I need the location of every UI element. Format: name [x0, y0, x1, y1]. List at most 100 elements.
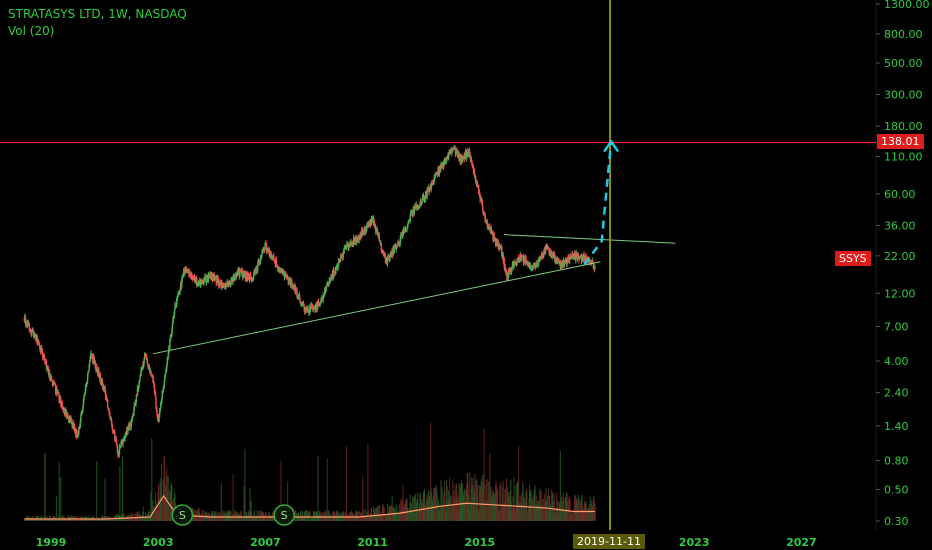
- volume-bar: [300, 511, 302, 521]
- volume-bar: [197, 507, 199, 521]
- y-tick-label: 4.00: [884, 355, 909, 368]
- volume-bar: [243, 515, 245, 521]
- volume-bar: [294, 515, 296, 521]
- volume-bar: [195, 515, 197, 521]
- volume-bar: [453, 497, 455, 521]
- volume-bar: [348, 517, 350, 521]
- volume-bar: [217, 517, 219, 521]
- volume-bar: [379, 505, 381, 521]
- volume-bar: [438, 502, 440, 521]
- volume-bar: [144, 516, 146, 521]
- volume-bar: [411, 510, 413, 521]
- volume-bar: [267, 517, 269, 521]
- volume-bar: [398, 513, 400, 521]
- volume-bar: [452, 479, 454, 521]
- volume-bar: [394, 508, 396, 521]
- volume-bar: [402, 484, 404, 521]
- volume-bar: [488, 481, 490, 521]
- volume-bar: [311, 517, 313, 521]
- volume-bar: [556, 492, 558, 521]
- candle-body: [488, 228, 490, 230]
- volume-bar: [565, 497, 567, 521]
- volume-bar: [333, 511, 335, 521]
- volume-bar: [509, 496, 511, 521]
- volume-bar: [150, 492, 152, 521]
- volume-bar: [587, 511, 589, 521]
- volume-bar: [147, 515, 149, 521]
- volume-bar: [360, 515, 362, 521]
- volume-bar: [510, 479, 512, 521]
- candle-body: [243, 272, 246, 277]
- volume-bar: [508, 492, 510, 521]
- volume-bar: [245, 516, 247, 521]
- volume-bar: [38, 519, 40, 521]
- volume-bar: [356, 511, 358, 521]
- volume-bar: [86, 518, 88, 521]
- volume-bar: [499, 484, 501, 521]
- volume-bar: [403, 505, 405, 521]
- candle-body: [69, 418, 71, 422]
- candle-body: [503, 259, 506, 268]
- candle-body: [312, 308, 315, 310]
- volume-bar: [77, 518, 79, 521]
- volume-bar: [241, 515, 243, 521]
- candle-body: [163, 381, 165, 388]
- volume-bar: [478, 509, 480, 521]
- candle-body: [380, 243, 383, 251]
- candle-body: [133, 410, 135, 416]
- volume-bar: [217, 516, 219, 521]
- volume-bar: [371, 515, 373, 521]
- volume-bar: [309, 510, 311, 521]
- candle-body: [544, 246, 547, 254]
- volume-bar: [66, 519, 68, 521]
- volume-bar: [267, 516, 269, 521]
- volume-bar: [200, 517, 202, 521]
- x-tick-label: 2003: [143, 536, 174, 549]
- volume-bar: [122, 513, 124, 521]
- candle-body: [39, 344, 41, 348]
- volume-bar: [357, 511, 359, 521]
- volume-bar: [534, 492, 536, 521]
- volume-bar: [260, 509, 262, 521]
- volume-bar: [408, 507, 410, 521]
- candle-body: [277, 267, 279, 271]
- volume-bar: [295, 510, 297, 521]
- volume-bar: [519, 502, 521, 521]
- volume-bar: [489, 491, 491, 521]
- candle-body: [428, 189, 430, 192]
- volume-bar: [353, 516, 355, 521]
- volume-bar: [522, 488, 524, 521]
- volume-bar: [198, 508, 200, 521]
- volume-bar: [28, 515, 30, 521]
- volume-bar: [380, 512, 382, 521]
- volume-bar: [408, 515, 410, 521]
- volume-bar: [252, 515, 254, 521]
- volume-bar: [369, 513, 371, 521]
- volume-bar: [75, 518, 77, 521]
- volume-bar: [501, 506, 503, 521]
- volume-bar: [340, 514, 342, 521]
- volume-bar: [214, 511, 216, 521]
- candle-body: [177, 293, 179, 298]
- volume-bar: [135, 517, 137, 521]
- volume-bar: [434, 487, 436, 521]
- volume-bar: [537, 504, 539, 521]
- volume-bar: [404, 499, 406, 521]
- volume-bar: [351, 514, 353, 521]
- volume-bar: [423, 493, 425, 521]
- volume-bar: [468, 510, 470, 521]
- candle-body: [153, 385, 156, 392]
- candle-body: [89, 356, 92, 359]
- candle-body: [173, 309, 176, 315]
- candle-body: [118, 446, 121, 455]
- volume-bar: [371, 508, 373, 521]
- volume-bar: [326, 458, 328, 521]
- volume-bar: [428, 510, 430, 521]
- volume-bar: [445, 509, 447, 521]
- volume-bar: [440, 505, 442, 521]
- volume-bar: [215, 515, 217, 521]
- volume-bar: [354, 515, 356, 521]
- volume-indicator-label[interactable]: Vol (20): [8, 24, 55, 38]
- candle-body: [78, 427, 80, 435]
